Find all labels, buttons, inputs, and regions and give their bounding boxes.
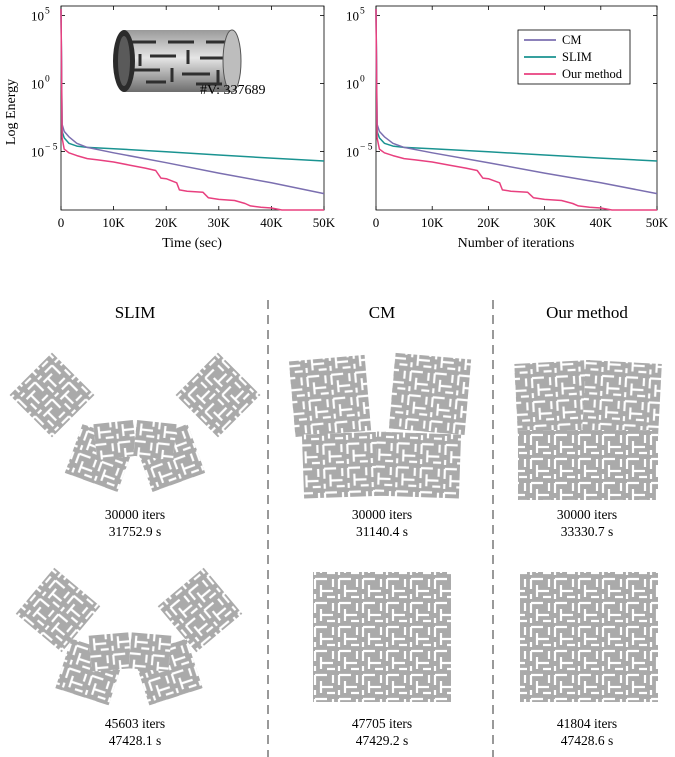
y-tick-exponent: 0 — [360, 75, 365, 85]
legend-label-our-method: Our method — [562, 67, 623, 81]
caption-iterations: 41804 iters — [557, 716, 617, 731]
plot-frame — [375, 5, 658, 211]
our-method-parameterization-41804 — [520, 572, 658, 702]
caption-time: 31140.4 s — [356, 524, 408, 539]
y-axis-label: Log Energy — [4, 79, 19, 145]
energy-vs-time-chart: Log Energy Time (sec) 0 10K 20K 30K 40K 50K 10… — [4, 5, 336, 251]
y-tick-exponent: 5 — [360, 7, 365, 17]
x-tick-label: 30K — [533, 215, 556, 230]
y-tick-exponent: − 5 — [45, 143, 58, 153]
x-axis-label: Time (sec) — [162, 236, 222, 251]
y-tick-label: 10 — [31, 145, 44, 160]
legend: CM SLIM Our method — [517, 29, 631, 85]
series-line-cm — [375, 8, 658, 195]
x-tick-label: 0 — [373, 215, 380, 230]
column-header-our-method: Our method — [546, 303, 628, 322]
y-tick-label: 10 — [31, 77, 44, 92]
perforated-cylinder-mesh-icon — [113, 29, 242, 93]
x-tick-label: 20K — [477, 215, 500, 230]
slim-parameterization-45603 — [15, 567, 243, 706]
y-tick-label: 10 — [31, 9, 44, 24]
caption-time: 47428.1 s — [109, 733, 162, 748]
x-tick-label: 20K — [155, 215, 178, 230]
y-tick-exponent: − 5 — [360, 143, 373, 153]
y-tick-exponent: 5 — [45, 7, 50, 17]
caption-time: 47428.6 s — [561, 733, 614, 748]
cm-parameterization-30000 — [288, 352, 472, 499]
caption-time: 33330.7 s — [561, 524, 614, 539]
y-tick-exponent: 0 — [45, 75, 50, 85]
x-axis-label: Number of iterations — [458, 236, 575, 251]
x-tick-label: 10K — [421, 215, 444, 230]
caption-iterations: 30000 iters — [352, 507, 412, 522]
column-header-slim: SLIM — [115, 303, 156, 322]
column-header-cm: CM — [369, 303, 395, 322]
legend-label-slim: SLIM — [562, 50, 592, 64]
x-tick-label: 50K — [313, 215, 336, 230]
series-line-cm — [60, 8, 325, 195]
series-line-our-method — [60, 8, 324, 211]
x-tick-label: 10K — [102, 215, 125, 230]
x-tick-label: 50K — [646, 215, 669, 230]
comparison-panel: SLIM CM Our method — [9, 300, 662, 757]
y-tick-label: 10 — [346, 9, 359, 24]
y-tick-label: 10 — [346, 77, 359, 92]
caption-iterations: 30000 iters — [105, 507, 165, 522]
caption-iterations: 47705 iters — [352, 716, 412, 731]
slim-parameterization-30000 — [9, 352, 261, 493]
our-method-parameterization-30000 — [514, 360, 662, 500]
series-line-our-method — [375, 8, 657, 211]
y-tick-label: 10 — [346, 145, 359, 160]
caption-iterations: 30000 iters — [557, 507, 617, 522]
cm-parameterization-47705 — [313, 572, 451, 702]
x-tick-label: 0 — [58, 215, 65, 230]
x-tick-label: 40K — [590, 215, 613, 230]
x-tick-label: 30K — [208, 215, 231, 230]
caption-time: 31752.9 s — [109, 524, 162, 539]
x-tick-label: 40K — [260, 215, 283, 230]
legend-label-cm: CM — [562, 33, 581, 47]
caption-time: 47429.2 s — [356, 733, 409, 748]
plot-frame — [60, 5, 325, 211]
caption-iterations: 45603 iters — [105, 716, 165, 731]
vertex-count-label: #V: 337689 — [200, 83, 265, 98]
